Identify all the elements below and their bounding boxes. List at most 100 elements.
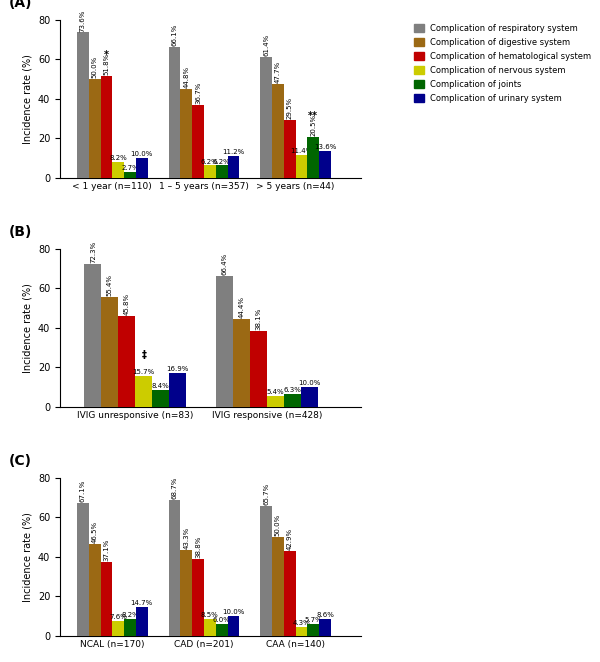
Text: 44.4%: 44.4% <box>239 296 245 318</box>
Text: 5.4%: 5.4% <box>266 389 284 395</box>
Text: ‡: ‡ <box>141 350 146 360</box>
Bar <box>216 624 227 636</box>
Text: 8.2%: 8.2% <box>109 154 127 161</box>
Text: 7.6%: 7.6% <box>109 614 127 620</box>
Text: 47.7%: 47.7% <box>275 60 281 83</box>
Text: 13.6%: 13.6% <box>314 144 336 150</box>
Bar <box>112 162 124 177</box>
Text: 16.9%: 16.9% <box>166 366 189 372</box>
Bar <box>192 559 204 636</box>
Text: 66.1%: 66.1% <box>172 24 178 46</box>
Bar <box>169 373 186 406</box>
Text: 4.3%: 4.3% <box>293 620 310 626</box>
Bar <box>169 500 181 636</box>
Bar <box>227 616 239 636</box>
Bar <box>319 618 331 636</box>
Bar <box>204 619 216 636</box>
Text: 44.8%: 44.8% <box>183 66 189 88</box>
Y-axis label: Incidence rate (%): Incidence rate (%) <box>22 54 32 144</box>
Text: (C): (C) <box>9 454 32 468</box>
Text: 72.3%: 72.3% <box>90 241 96 263</box>
Bar <box>169 47 181 177</box>
Bar <box>301 387 318 406</box>
Y-axis label: Incidence rate (%): Incidence rate (%) <box>22 283 32 373</box>
Text: (B): (B) <box>9 225 32 239</box>
Bar <box>112 620 124 636</box>
Bar <box>319 151 331 177</box>
Bar <box>296 155 307 177</box>
Text: 55.4%: 55.4% <box>107 274 113 297</box>
Bar <box>152 390 169 406</box>
Text: 42.9%: 42.9% <box>287 528 293 550</box>
Text: 10.0%: 10.0% <box>222 609 245 615</box>
Text: 8.4%: 8.4% <box>152 383 170 389</box>
Bar <box>101 297 118 406</box>
Text: 20.5%: 20.5% <box>310 114 316 136</box>
Text: 14.7%: 14.7% <box>131 600 153 606</box>
Text: *: * <box>104 50 109 60</box>
Bar <box>89 79 101 177</box>
Text: 61.4%: 61.4% <box>263 33 269 56</box>
Text: 46.5%: 46.5% <box>92 520 98 543</box>
Bar <box>284 394 301 406</box>
Bar <box>85 264 101 406</box>
Bar <box>272 537 284 636</box>
Text: 2.7%: 2.7% <box>121 166 139 171</box>
Bar <box>136 158 148 177</box>
Text: 5.7%: 5.7% <box>304 617 322 624</box>
Text: 50.0%: 50.0% <box>92 56 98 78</box>
Bar <box>296 627 307 636</box>
Text: (A): (A) <box>9 0 32 11</box>
Legend: Complication of respiratory system, Complication of digestive system, Complicati: Complication of respiratory system, Comp… <box>413 24 592 103</box>
Bar <box>181 89 192 177</box>
Text: 38.8%: 38.8% <box>195 536 201 558</box>
Text: **: ** <box>308 111 318 122</box>
Text: 11.4%: 11.4% <box>290 148 313 154</box>
Text: 45.8%: 45.8% <box>124 293 130 315</box>
Bar <box>227 156 239 177</box>
Text: 10.0%: 10.0% <box>298 380 320 386</box>
Bar <box>307 624 319 636</box>
Text: 15.7%: 15.7% <box>133 369 155 375</box>
Text: 50.0%: 50.0% <box>275 514 281 536</box>
Bar <box>135 375 152 406</box>
Text: 66.4%: 66.4% <box>221 252 227 275</box>
Bar <box>124 620 136 636</box>
Bar <box>204 166 216 177</box>
Text: 36.7%: 36.7% <box>195 82 201 105</box>
Text: 51.8%: 51.8% <box>103 52 109 75</box>
Bar <box>77 503 89 636</box>
Text: 8.5%: 8.5% <box>201 612 219 618</box>
Text: 8.6%: 8.6% <box>316 612 334 618</box>
Text: 6.0%: 6.0% <box>212 617 230 623</box>
Text: 6.2%: 6.2% <box>213 158 230 164</box>
Text: 43.3%: 43.3% <box>183 527 189 549</box>
Y-axis label: Incidence rate (%): Incidence rate (%) <box>22 512 32 602</box>
Bar <box>233 319 250 406</box>
Bar <box>118 316 135 406</box>
Bar <box>89 544 101 636</box>
Text: 29.5%: 29.5% <box>287 97 293 118</box>
Text: 8.2%: 8.2% <box>121 612 139 618</box>
Text: 6.3%: 6.3% <box>283 387 301 393</box>
Text: 65.7%: 65.7% <box>263 483 269 505</box>
Text: 68.7%: 68.7% <box>172 477 178 499</box>
Bar <box>260 506 272 636</box>
Bar <box>124 172 136 177</box>
Text: 6.2%: 6.2% <box>201 158 219 164</box>
Text: 10.0%: 10.0% <box>131 151 153 157</box>
Bar <box>181 550 192 636</box>
Bar <box>101 75 112 177</box>
Bar <box>136 606 148 636</box>
Bar <box>192 105 204 177</box>
Text: 67.1%: 67.1% <box>80 480 86 502</box>
Bar <box>284 120 296 177</box>
Bar <box>260 56 272 177</box>
Bar <box>101 562 112 636</box>
Bar <box>307 137 319 177</box>
Bar <box>284 551 296 636</box>
Bar <box>250 332 267 406</box>
Bar <box>272 83 284 177</box>
Text: 37.1%: 37.1% <box>103 539 109 561</box>
Bar <box>216 166 227 177</box>
